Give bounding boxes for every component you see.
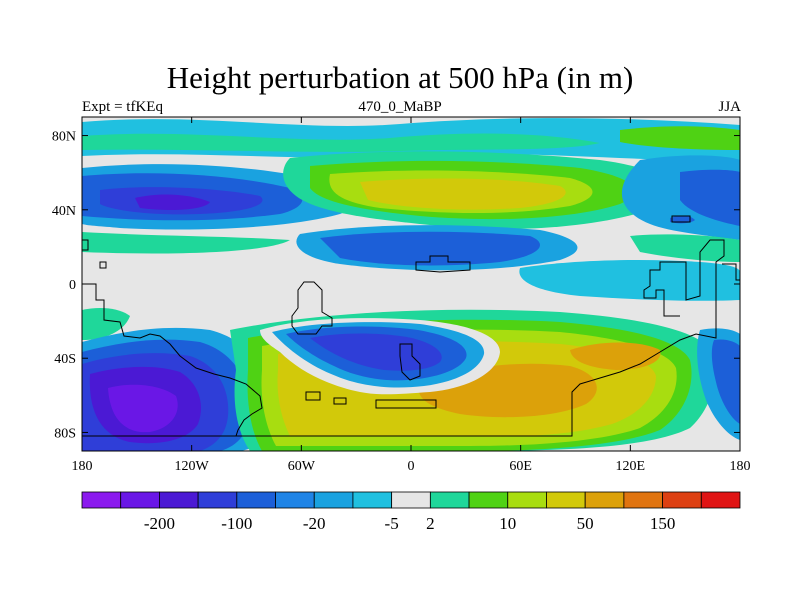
contour-small-low bbox=[670, 215, 695, 224]
colorbar-box bbox=[468, 491, 509, 509]
coast-np-island bbox=[671, 215, 691, 223]
colorbar-box bbox=[429, 491, 470, 509]
contour-sa-green bbox=[82, 308, 130, 340]
colorbar-box bbox=[81, 491, 122, 509]
lat-tick-label: 0 bbox=[69, 278, 76, 293]
contour-nh-band-green bbox=[82, 232, 290, 254]
coastlines bbox=[82, 215, 740, 437]
colorbar-label: 2 bbox=[426, 514, 435, 533]
contour-nh-low-west-4 bbox=[135, 194, 210, 210]
coast-island-2 bbox=[399, 343, 421, 381]
contour-arctic-lime bbox=[620, 126, 740, 150]
colorbar-box bbox=[313, 491, 354, 509]
colorbar-label: -20 bbox=[303, 514, 326, 533]
longitude-axis: 180 120W 60W 0 60E 120E 180 bbox=[72, 117, 751, 474]
coast-central bbox=[291, 281, 333, 335]
coast-east bbox=[722, 263, 740, 281]
contour-tropic-cyan bbox=[519, 260, 740, 301]
contour-field bbox=[82, 117, 740, 451]
colorbar-box bbox=[546, 491, 586, 509]
colorbar-box bbox=[662, 491, 702, 509]
contour-sh-high-6 bbox=[570, 342, 661, 370]
season-label: JJA bbox=[718, 99, 741, 115]
colorbar-box bbox=[507, 491, 547, 509]
coast-west-continent bbox=[82, 283, 263, 437]
lon-tick-label: 60E bbox=[509, 459, 532, 474]
colorbar-label: 10 bbox=[499, 514, 516, 533]
coast-nw bbox=[82, 239, 89, 251]
experiment-label: Expt = tfKEq bbox=[82, 99, 163, 115]
contour-sa-low-3 bbox=[310, 333, 442, 371]
lat-tick-label: 40S bbox=[54, 352, 76, 367]
colorbar-label: -200 bbox=[144, 514, 175, 533]
colorbar-box bbox=[236, 491, 276, 509]
coast-sh-island-2 bbox=[305, 391, 321, 401]
colorbar-box bbox=[623, 491, 663, 509]
lon-tick-label: 120W bbox=[175, 459, 210, 474]
colorbar-box bbox=[275, 491, 315, 509]
contour-tropic-green bbox=[630, 234, 740, 262]
lon-tick-label: 60W bbox=[288, 459, 316, 474]
contour-arctic-green bbox=[82, 133, 600, 152]
coast-island bbox=[99, 261, 107, 269]
lon-tick-label: 0 bbox=[408, 459, 415, 474]
lat-tick-label: 80S bbox=[54, 426, 76, 441]
colorbar-box bbox=[700, 491, 741, 509]
lon-tick-label: 180 bbox=[72, 459, 93, 474]
coast-sh-island-3 bbox=[333, 397, 347, 405]
coast-asia-north bbox=[415, 255, 471, 273]
colorbar-box bbox=[120, 491, 160, 509]
colorbar-label: -100 bbox=[221, 514, 252, 533]
colorbar-label: -5 bbox=[385, 514, 399, 533]
colorbar-box bbox=[197, 491, 238, 509]
map-title: Height perturbation at 500 hPa (in m) bbox=[166, 60, 634, 95]
contour-nh-high-4 bbox=[360, 178, 566, 210]
coast-sh-island bbox=[375, 399, 437, 409]
contour-pacific-low-2 bbox=[680, 169, 740, 226]
lon-tick-label: 180 bbox=[730, 459, 751, 474]
contour-east-low-2 bbox=[711, 339, 740, 424]
contour-sh-low-5 bbox=[108, 384, 178, 433]
colorbar-box bbox=[391, 491, 431, 509]
colorbar-label: 150 bbox=[650, 514, 676, 533]
time-label: 470_0_MaBP bbox=[358, 99, 442, 115]
colorbar: -200 -100 -20 -5 2 10 50 150 bbox=[81, 491, 741, 533]
contour-asia-low-2 bbox=[320, 231, 540, 266]
lon-tick-label: 120E bbox=[616, 459, 646, 474]
latitude-axis: 80N 40N 0 40S 80S bbox=[52, 130, 740, 441]
lat-tick-label: 80N bbox=[52, 130, 76, 145]
coast-antarctica-east bbox=[236, 239, 725, 437]
colorbar-box bbox=[159, 491, 199, 509]
colorbar-label: 50 bbox=[577, 514, 594, 533]
colorbar-box bbox=[352, 491, 393, 509]
lat-tick-label: 40N bbox=[52, 204, 76, 219]
colorbar-box bbox=[584, 491, 625, 509]
